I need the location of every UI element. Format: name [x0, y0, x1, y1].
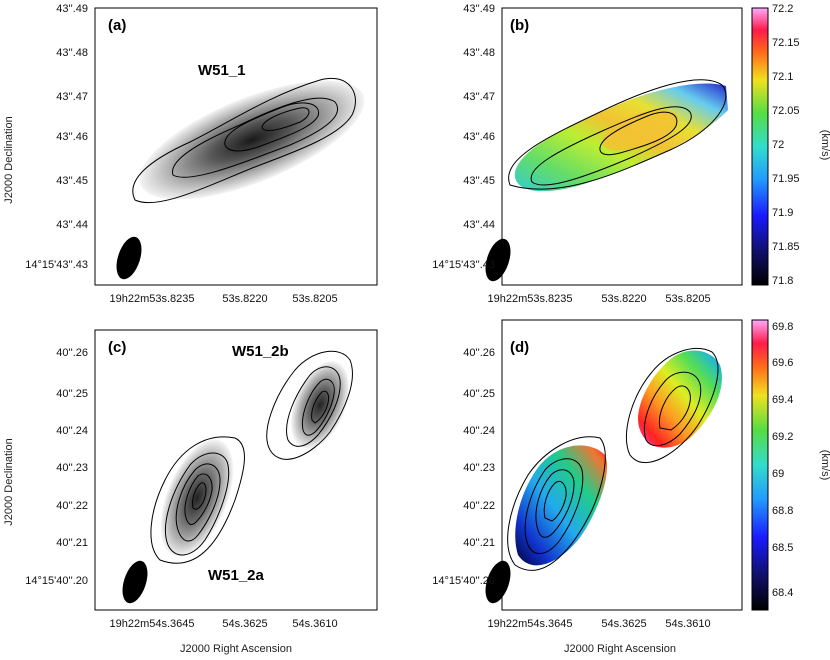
y-tick-label: 40''.24	[56, 425, 88, 437]
y-tick-label: 43''.44	[56, 219, 88, 231]
colorbar-tick: 72.15	[772, 37, 800, 49]
colorbar-tick: 71.8	[772, 275, 793, 287]
panel-c-intensity-2b	[291, 361, 349, 449]
x-tick-label: 19h22m54s.3645	[109, 618, 194, 630]
panel-c-y-axis-label: J2000 Declination	[3, 438, 15, 525]
y-tick-label: 43''.47	[56, 91, 88, 103]
x-tick-label: 53s.8205	[292, 293, 337, 305]
colorbar-tick: 72	[772, 139, 784, 151]
panel-c-yticks: 40''.26 40''.25 40''.24 40''.23 40''.22 …	[25, 347, 88, 587]
panel-d-xticks: 19h22m54s.3645 54s.3625 54s.3610	[487, 618, 710, 630]
panel-d-colorbar	[751, 319, 769, 611]
x-tick-label: 19h22m53s.8235	[109, 293, 194, 305]
panel-a-beam	[116, 236, 142, 280]
colorbar-tick: 69	[772, 468, 784, 480]
colorbar-tick: 72.2	[772, 3, 793, 15]
y-tick-label: 40''.26	[463, 347, 495, 359]
panel-a-yticks: 43''.49 43''.48 43''.47 43''.46 43''.45 …	[25, 3, 88, 271]
panel-b-xticks: 19h22m53s.8235 53s.8220 53s.8205	[487, 293, 710, 305]
x-tick-label: 54s.3625	[601, 618, 646, 630]
y-tick-label: 14°15'43''.43	[25, 259, 88, 271]
y-tick-label: 43''.44	[463, 219, 495, 231]
colorbar-tick: 71.9	[772, 207, 793, 219]
colorbar-tick: 72.05	[772, 105, 800, 117]
colorbar-tick: 68.5	[772, 542, 793, 554]
x-tick-label: 53s.8220	[222, 293, 267, 305]
x-tick-label: 54s.3610	[292, 618, 337, 630]
y-tick-label: 40''.26	[56, 347, 88, 359]
panel-a: (a) W51_1 43''.49 43''.48 43''.47 43''.4…	[3, 3, 378, 305]
colorbar-tick: 72.1	[772, 71, 793, 83]
panel-c: (c) W51_2b W51_2a 40''.26 40''.25 40''.2…	[3, 329, 378, 655]
y-tick-label: 43''.46	[463, 131, 495, 143]
panel-c-source-label-2b: W51_2b	[232, 343, 289, 360]
panel-d-colorbar-label: (km/s)	[819, 450, 830, 481]
panel-b-colorbar-label: (km/s)	[819, 130, 830, 161]
colorbar-tick: 69.2	[772, 431, 793, 443]
panel-a-xticks: 19h22m53s.8235 53s.8220 53s.8205	[109, 293, 337, 305]
panel-d-yticks: 40''.26 40''.25 40''.24 40''.23 40''.22 …	[432, 347, 495, 587]
colorbar-tick: 69.4	[772, 394, 793, 406]
colorbar-tick: 69.8	[772, 321, 793, 333]
panel-b-label: (b)	[510, 17, 529, 34]
panel-c-xticks: 19h22m54s.3645 54s.3625 54s.3610	[109, 618, 337, 630]
y-tick-label: 43''.45	[56, 175, 88, 187]
y-tick-label: 40''.25	[463, 388, 495, 400]
x-tick-label: 53s.8205	[665, 293, 710, 305]
panel-d-colorbar-ticks: 69.8 69.6 69.4 69.2 69 68.8 68.5 68.4	[772, 321, 793, 599]
panel-b-colorbar	[751, 7, 769, 286]
x-tick-label: 54s.3610	[665, 618, 710, 630]
y-tick-label: 43''.48	[56, 47, 88, 59]
panel-d-label: (d)	[510, 339, 529, 356]
y-tick-label: 40''.23	[463, 462, 495, 474]
colorbar-tick: 68.4	[772, 587, 793, 599]
y-tick-label: 40''.21	[56, 537, 88, 549]
x-tick-label: 53s.8220	[601, 293, 646, 305]
colorbar-tick: 69.6	[772, 357, 793, 369]
panel-d: (d) 40''.26 40''.25 40''.24 40''.23 40''…	[432, 319, 830, 655]
y-tick-label: 43''.48	[463, 47, 495, 59]
panel-b-colorbar-ticks: 72.2 72.15 72.1 72.05 72 71.95 71.9 71.8…	[772, 3, 800, 287]
y-tick-label: 40''.25	[56, 388, 88, 400]
colorbar-tick: 68.8	[772, 505, 793, 517]
colorbar-tick: 71.85	[772, 241, 800, 253]
panel-c-beam	[122, 560, 148, 604]
panel-b-velocity-core	[602, 109, 678, 151]
panel-b-yticks: 43''.49 43''.48 43''.47 43''.46 43''.45 …	[432, 3, 495, 271]
y-tick-label: 14°15'40''.20	[25, 575, 88, 587]
panel-a-y-axis-label: J2000 Declination	[3, 116, 15, 203]
y-tick-label: 40''.21	[463, 537, 495, 549]
panel-d-contours	[507, 348, 719, 571]
y-tick-label: 40''.22	[463, 500, 495, 512]
x-tick-label: 19h22m54s.3645	[487, 618, 572, 630]
panel-c-intensity-2a	[160, 439, 234, 557]
panel-d-velocity-2a	[515, 445, 608, 566]
y-tick-label: 40''.24	[463, 425, 495, 437]
y-tick-label: 14°15'40''.20	[432, 575, 495, 587]
y-tick-label: 40''.23	[56, 462, 88, 474]
y-tick-label: 14°15'43''.43	[432, 259, 495, 271]
x-tick-label: 54s.3625	[222, 618, 267, 630]
panel-d-x-axis-label: J2000 Right Ascension	[564, 643, 676, 655]
panel-b: (b) 43''.49 43''.48 43''.47 43''.46 43''…	[432, 3, 830, 305]
y-tick-label: 43''.45	[463, 175, 495, 187]
panel-b-beam	[485, 238, 511, 282]
panel-a-contours	[132, 77, 356, 204]
panel-c-source-label-2a: W51_2a	[208, 567, 265, 584]
y-tick-label: 43''.47	[463, 91, 495, 103]
y-tick-label: 43''.46	[56, 131, 88, 143]
colorbar-tick: 71.95	[772, 173, 800, 185]
y-tick-label: 40''.22	[56, 500, 88, 512]
y-tick-label: 43''.49	[56, 3, 88, 15]
x-tick-label: 19h22m53s.8235	[487, 293, 572, 305]
panel-c-contours	[150, 350, 353, 564]
panel-a-source-label: W51_1	[198, 62, 246, 79]
panel-c-label: (c)	[108, 339, 126, 356]
panel-a-label: (a)	[108, 17, 126, 34]
panel-b-contours	[508, 79, 727, 190]
panel-c-x-axis-label: J2000 Right Ascension	[180, 643, 292, 655]
panel-d-beam	[485, 560, 511, 604]
y-tick-label: 43''.49	[463, 3, 495, 15]
